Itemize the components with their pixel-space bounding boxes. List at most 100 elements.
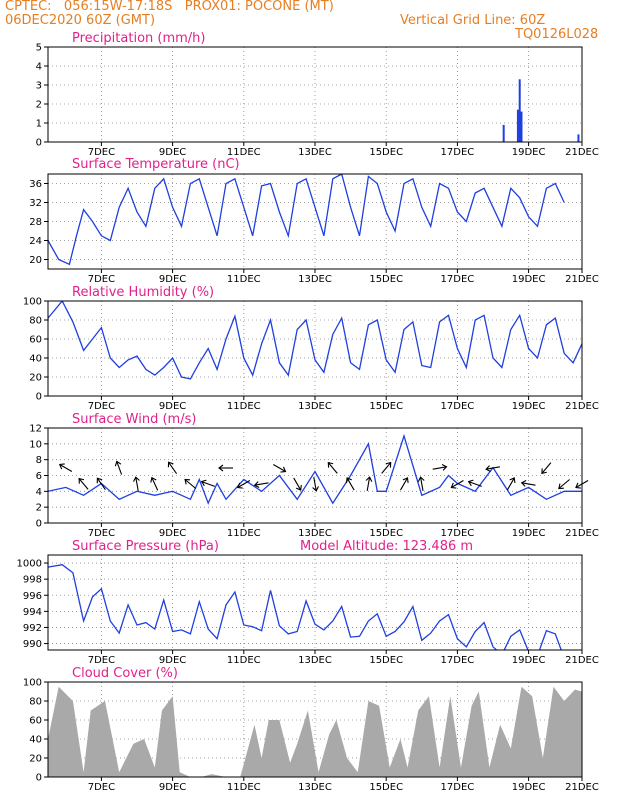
wind-arrow-head xyxy=(218,464,224,472)
wind-arrow-shaft xyxy=(151,477,159,491)
date-tick-label: 13DEC xyxy=(298,147,332,158)
y-tick-label: 1000 xyxy=(17,559,42,570)
date-tick-label: 21DEC xyxy=(565,655,599,666)
date-tick-label: 13DEC xyxy=(298,401,332,412)
header-run-date: 06DEC2020 60Z (GMT) xyxy=(5,13,156,28)
date-tick-label: 9DEC xyxy=(159,528,186,539)
y-tick-label: 40 xyxy=(29,735,42,746)
date-tick-label: 13DEC xyxy=(298,528,332,539)
y-tick-label: 24 xyxy=(29,236,42,247)
y-tick-label: 36 xyxy=(29,179,42,190)
y-tick-label: 28 xyxy=(29,217,42,228)
model-altitude-label: Model Altitude: 123.486 m xyxy=(300,539,473,554)
cloud-cover-area xyxy=(48,686,582,777)
y-tick-label: 32 xyxy=(29,198,42,209)
date-tick-label: 17DEC xyxy=(441,274,475,285)
date-tick-label: 13DEC xyxy=(298,655,332,666)
wind-direction-arrow xyxy=(450,480,464,489)
wind-arrow-shaft xyxy=(135,477,139,491)
date-tick-label: 7DEC xyxy=(88,782,115,793)
wind-direction-arrow xyxy=(150,476,159,491)
panel-title: Surface Temperature (nC) xyxy=(72,157,240,172)
wind-arrow-head xyxy=(253,481,260,488)
wind-direction-arrow xyxy=(114,460,123,475)
date-tick-label: 19DEC xyxy=(512,401,546,412)
panel-title: Surface Wind (m/s) xyxy=(72,412,196,427)
wind-direction-arrow xyxy=(200,479,215,487)
y-tick-label: 998 xyxy=(23,575,42,586)
wind-arrow-shaft xyxy=(293,477,302,491)
wind-arrow-shaft xyxy=(366,477,371,491)
wind-arrow-shaft xyxy=(96,477,106,491)
wind-direction-arrow xyxy=(96,477,106,491)
y-tick-label: 20 xyxy=(29,255,42,266)
date-tick-label: 19DEC xyxy=(512,147,546,158)
wind-arrow-shaft xyxy=(346,477,355,491)
wind-arrow-shaft xyxy=(541,462,552,474)
panel-temp: Surface Temperature (nC) 20 24 28 32 36 7DEC 9D… xyxy=(29,157,599,285)
wind-direction-arrow xyxy=(218,464,233,472)
date-tick-label: 9DEC xyxy=(159,655,186,666)
date-tick-label: 9DEC xyxy=(159,401,186,412)
date-tick-label: 21DEC xyxy=(565,401,599,412)
wind-direction-arrow xyxy=(485,465,500,472)
panel-title: Surface Pressure (hPa) xyxy=(72,539,219,554)
wind-direction-arrow xyxy=(345,477,355,491)
wind-arrow-shaft xyxy=(381,462,392,474)
y-tick-label: 0 xyxy=(36,138,42,149)
wind-arrow-head xyxy=(520,480,527,487)
y-tick-label: 100 xyxy=(23,297,42,308)
wind-arrow-head xyxy=(441,464,448,471)
wind-arrow-head xyxy=(417,476,425,482)
date-tick-label: 11DEC xyxy=(227,782,261,793)
wind-arrow-head xyxy=(295,485,302,491)
date-tick-label: 21DEC xyxy=(565,147,599,158)
y-tick-label: 0 xyxy=(36,773,42,784)
date-tick-label: 15DEC xyxy=(369,782,403,793)
y-tick-label: 8 xyxy=(36,455,42,466)
date-tick-label: 9DEC xyxy=(159,782,186,793)
date-tick-label: 15DEC xyxy=(369,401,403,412)
panel-cloud: Cloud Cover (%) 0 20 40 60 80 100 7DEC 9DEC 11DEC… xyxy=(23,666,599,793)
wind-arrow-head xyxy=(96,477,103,484)
temp-series-line xyxy=(48,174,565,266)
panel-pressure: Surface Pressure (hPa) Model Altitude: 12… xyxy=(17,539,599,666)
date-tick-label: 7DEC xyxy=(88,147,115,158)
precip-bar xyxy=(518,79,521,142)
wind-arrow-shaft xyxy=(313,477,317,491)
wind-arrow-head xyxy=(365,476,373,482)
wind-arrow-head xyxy=(345,477,352,483)
precip-bar xyxy=(520,111,523,142)
wind-direction-arrow xyxy=(312,477,319,492)
y-tick-label: 2 xyxy=(36,100,42,111)
panel-title: Relative Humidity (%) xyxy=(72,285,214,300)
date-tick-label: 17DEC xyxy=(441,528,475,539)
date-tick-label: 21DEC xyxy=(565,782,599,793)
date-tick-label: 7DEC xyxy=(88,274,115,285)
wind-arrow-head xyxy=(509,477,516,483)
wind-arrow-shaft xyxy=(451,480,464,488)
y-tick-label: 60 xyxy=(29,335,42,346)
date-tick-label: 15DEC xyxy=(369,655,403,666)
y-tick-label: 80 xyxy=(29,316,42,327)
header-vertical-grid: Vertical Grid Line: 60Z xyxy=(400,13,546,28)
wind-arrow-head xyxy=(485,465,491,472)
y-tick-label: 60 xyxy=(29,716,42,727)
date-tick-label: 15DEC xyxy=(369,147,403,158)
wind-direction-arrow xyxy=(417,476,425,491)
wind-arrow-shaft xyxy=(273,464,286,472)
wind-arrow-head xyxy=(402,477,409,483)
wind-arrow-shaft xyxy=(116,461,123,475)
date-tick-label: 17DEC xyxy=(441,147,475,158)
wind-arrow-head xyxy=(467,479,474,487)
wind-arrow-head xyxy=(236,482,243,489)
wind-series-line xyxy=(48,433,582,505)
date-tick-label: 17DEC xyxy=(441,401,475,412)
wind-arrow-head xyxy=(280,466,287,473)
wind-direction-arrow xyxy=(365,476,373,491)
wind-direction-arrow xyxy=(400,477,409,491)
date-tick-label: 11DEC xyxy=(227,147,261,158)
header-station: CPTEC: 056:15W-17:18S PROX01: POCONE (MT… xyxy=(5,0,334,14)
precip-bar xyxy=(502,124,505,142)
